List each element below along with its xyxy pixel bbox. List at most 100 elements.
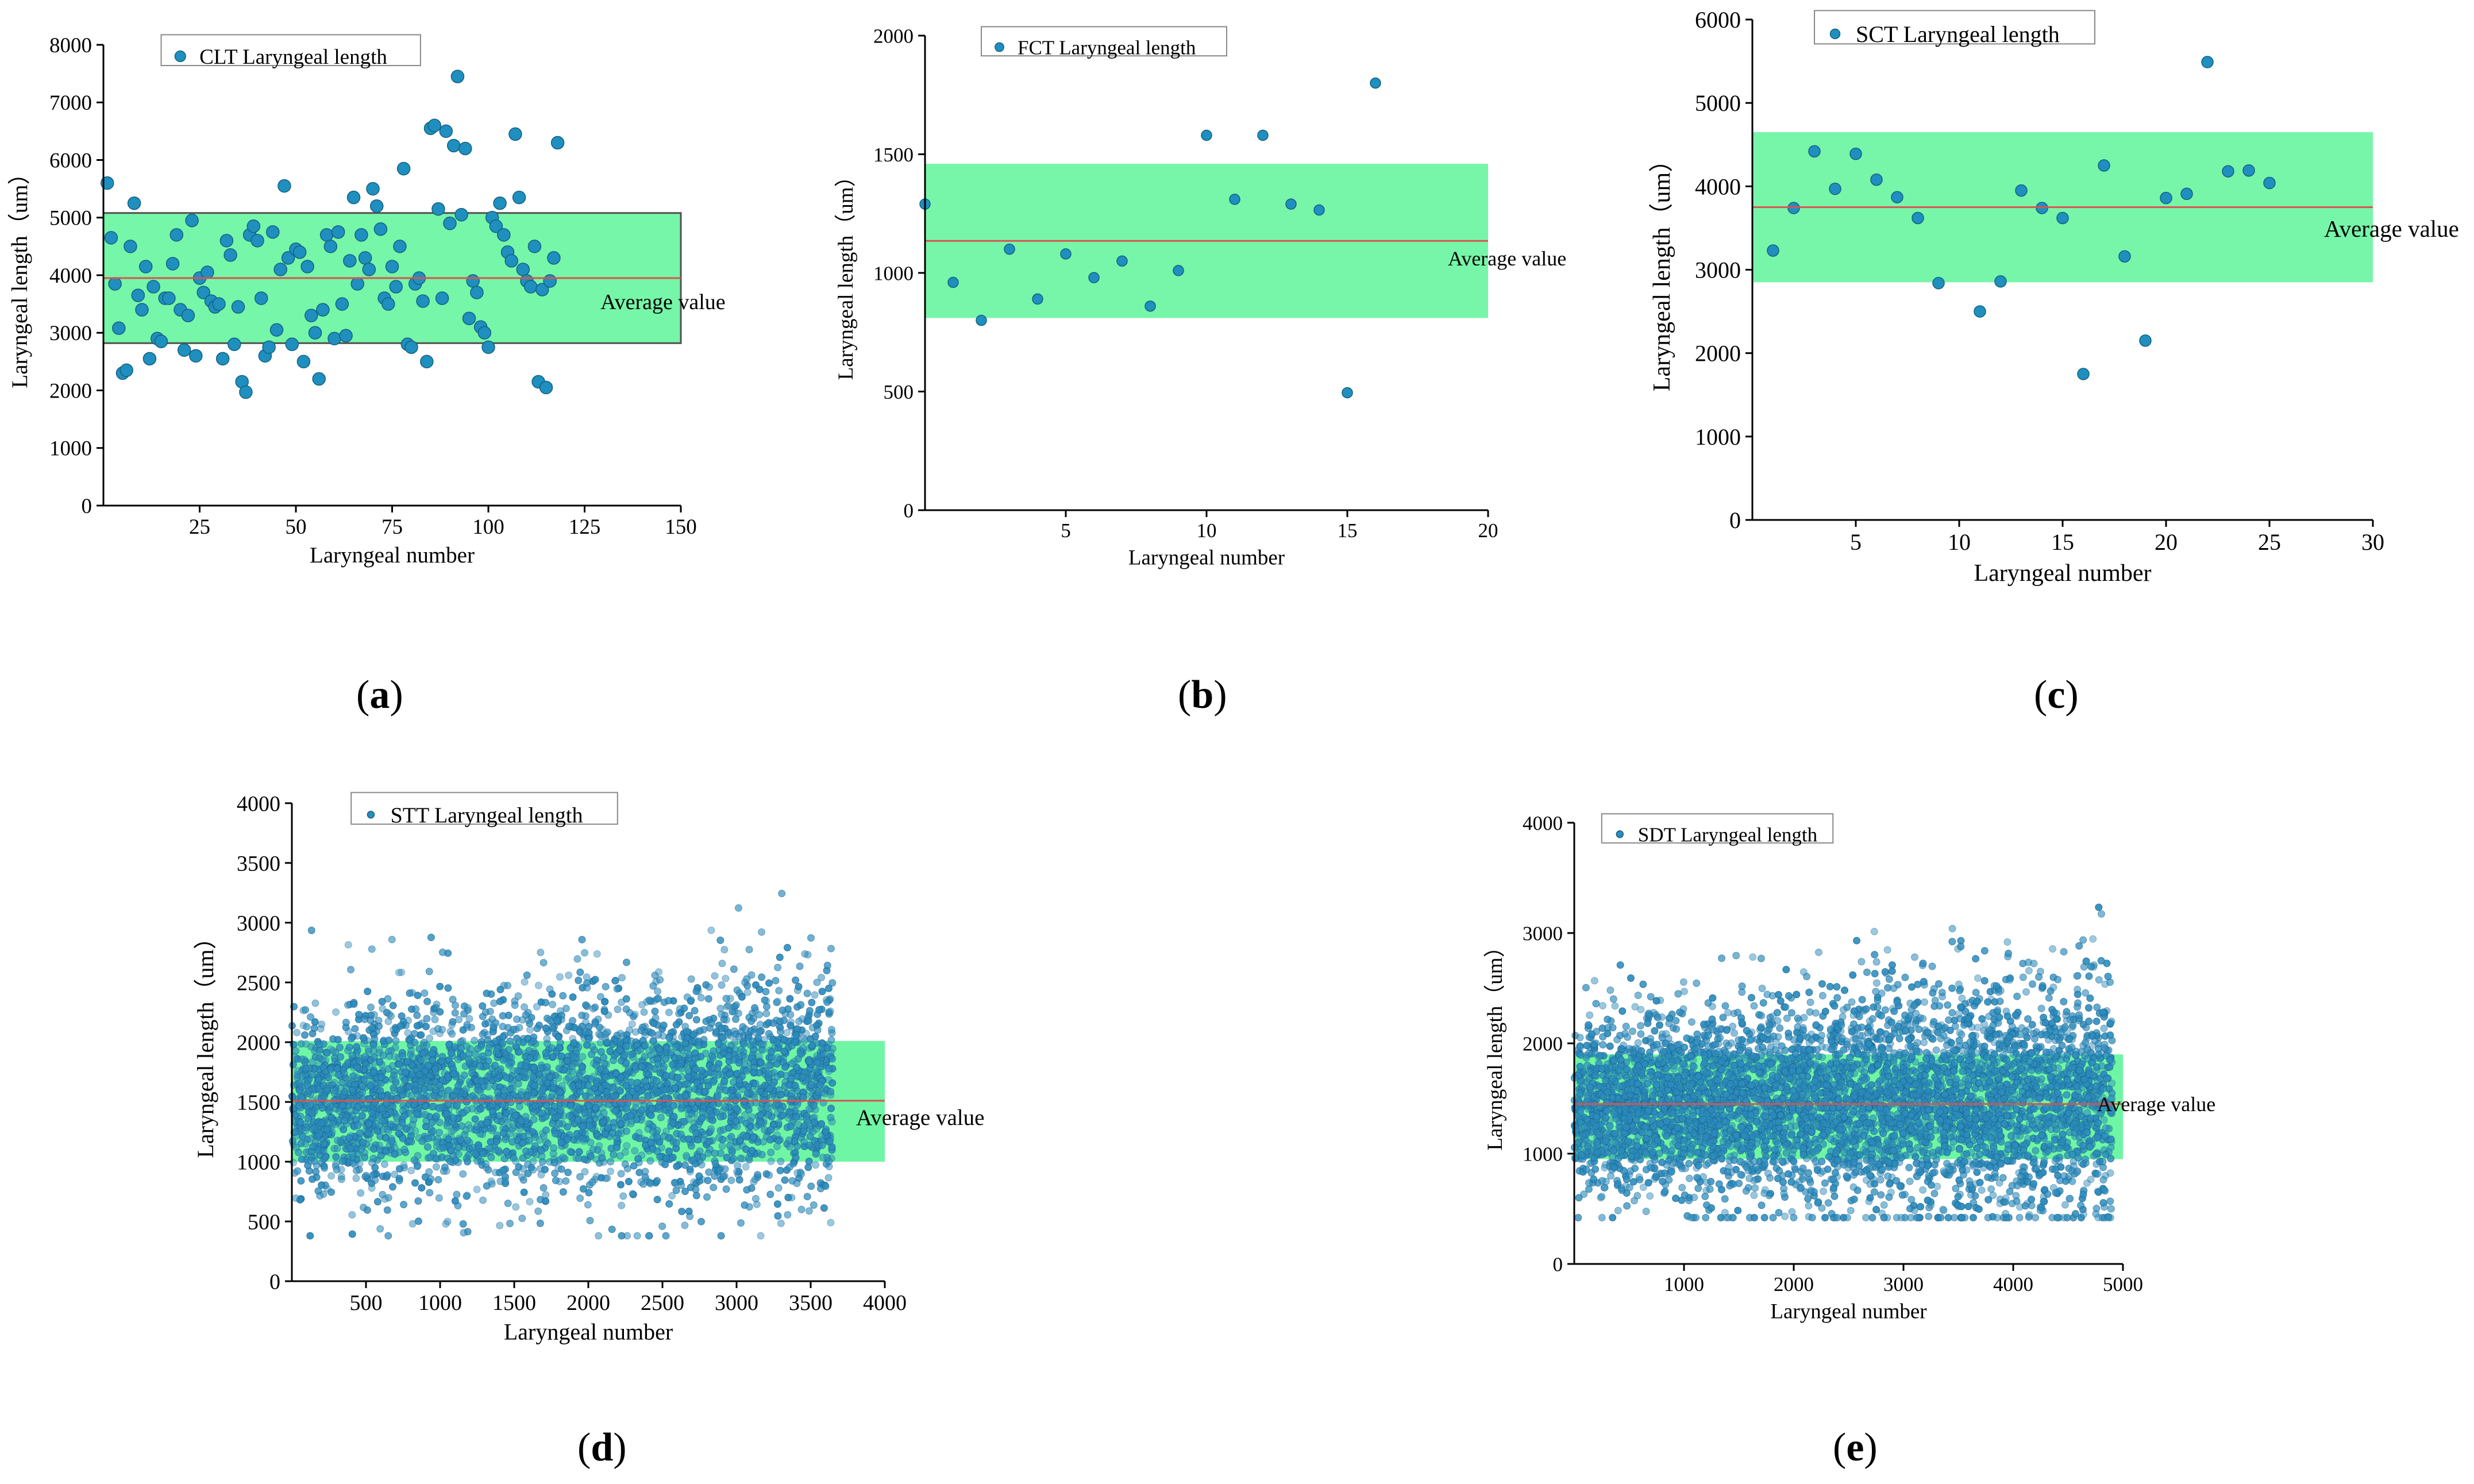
data-point <box>246 219 261 233</box>
data-point <box>793 1180 801 1188</box>
data-point <box>404 340 418 354</box>
data-point <box>701 1088 709 1096</box>
data-point <box>414 1162 422 1170</box>
data-point <box>671 1084 679 1092</box>
data-point <box>512 190 526 205</box>
data-point <box>805 1157 813 1165</box>
data-point <box>756 1028 764 1036</box>
chart-d: Average value050010001500200025003000350… <box>192 792 984 1344</box>
data-point <box>393 240 407 253</box>
data-point <box>508 127 522 141</box>
data-point <box>555 1120 563 1128</box>
data-point <box>549 1080 557 1088</box>
data-point <box>660 1086 668 1094</box>
data-point <box>1060 248 1072 260</box>
data-point <box>811 1118 819 1126</box>
data-point <box>306 1101 314 1109</box>
data-point <box>633 1079 641 1087</box>
average-label: Average value <box>856 1105 984 1130</box>
data-point <box>602 1038 610 1046</box>
data-point <box>371 1035 379 1043</box>
data-point <box>761 1126 769 1134</box>
data-point <box>601 998 609 1006</box>
data-point <box>654 995 662 1003</box>
data-point <box>549 1053 557 1061</box>
data-point <box>338 1101 346 1109</box>
data-point <box>410 1030 418 1038</box>
data-point <box>421 1085 429 1093</box>
data-point <box>747 1017 756 1026</box>
data-point <box>614 1005 622 1013</box>
x-tick-label: 100 <box>472 515 504 539</box>
data-point <box>714 1093 722 1101</box>
data-point <box>346 190 361 205</box>
data-point <box>789 1159 797 1167</box>
data-point <box>563 1057 571 1065</box>
data-point <box>525 1131 533 1139</box>
data-point <box>710 1047 718 1055</box>
data-point <box>362 263 376 276</box>
data-point <box>499 1129 507 1137</box>
data-point <box>581 1167 589 1175</box>
data-point <box>947 276 959 288</box>
data-point <box>375 1016 383 1024</box>
data-point <box>810 1201 818 1209</box>
data-point <box>223 248 237 262</box>
data-point <box>486 1008 494 1016</box>
data-point <box>308 326 322 340</box>
data-point <box>793 1127 801 1135</box>
data-point <box>800 1127 808 1135</box>
data-point <box>366 182 380 196</box>
data-point <box>542 999 550 1007</box>
data-point <box>788 1059 796 1067</box>
y-tick-label: 3000 <box>49 322 92 345</box>
data-point <box>1818 980 1826 988</box>
data-point <box>824 984 833 992</box>
data-point <box>469 1144 477 1152</box>
data-point <box>518 1139 526 1147</box>
data-point <box>542 1024 550 1032</box>
data-point <box>2104 973 2112 981</box>
data-point <box>430 1092 438 1100</box>
data-point <box>2139 334 2152 347</box>
data-point <box>756 1020 764 1028</box>
x-tick-label: 15 <box>1338 519 1358 542</box>
data-point <box>1952 1185 1960 1193</box>
data-point <box>181 309 195 322</box>
data-point <box>501 1177 509 1185</box>
data-point <box>504 1119 512 1127</box>
data-point <box>618 1232 626 1240</box>
data-point <box>564 1169 572 1177</box>
data-point <box>1766 1174 1774 1182</box>
data-point <box>613 985 621 993</box>
data-point <box>346 1144 354 1152</box>
data-point <box>692 1054 700 1062</box>
data-point <box>464 1004 472 1012</box>
data-point <box>300 1055 308 1063</box>
data-point <box>825 1065 833 1073</box>
data-point <box>499 1039 507 1047</box>
data-point <box>691 1065 699 1073</box>
data-point <box>598 1149 606 1157</box>
data-point <box>492 1038 500 1046</box>
data-point <box>721 1103 729 1111</box>
data-point <box>431 1065 440 1073</box>
data-point <box>423 1042 431 1050</box>
data-point <box>1775 1209 1783 1217</box>
data-point <box>438 949 446 957</box>
data-point <box>485 1044 493 1052</box>
data-point <box>713 1064 721 1072</box>
data-point <box>722 1185 730 1193</box>
data-point <box>710 1184 718 1192</box>
data-point <box>548 1044 556 1052</box>
data-point <box>393 1113 401 1121</box>
data-point <box>429 1127 437 1135</box>
data-point <box>669 1102 677 1110</box>
data-point <box>1805 988 1813 996</box>
data-point <box>312 1168 320 1176</box>
data-point <box>570 1039 578 1047</box>
data-point <box>638 1001 646 1009</box>
data-point <box>497 228 511 242</box>
data-point <box>706 1107 714 1115</box>
average-label: Average value <box>600 290 726 314</box>
